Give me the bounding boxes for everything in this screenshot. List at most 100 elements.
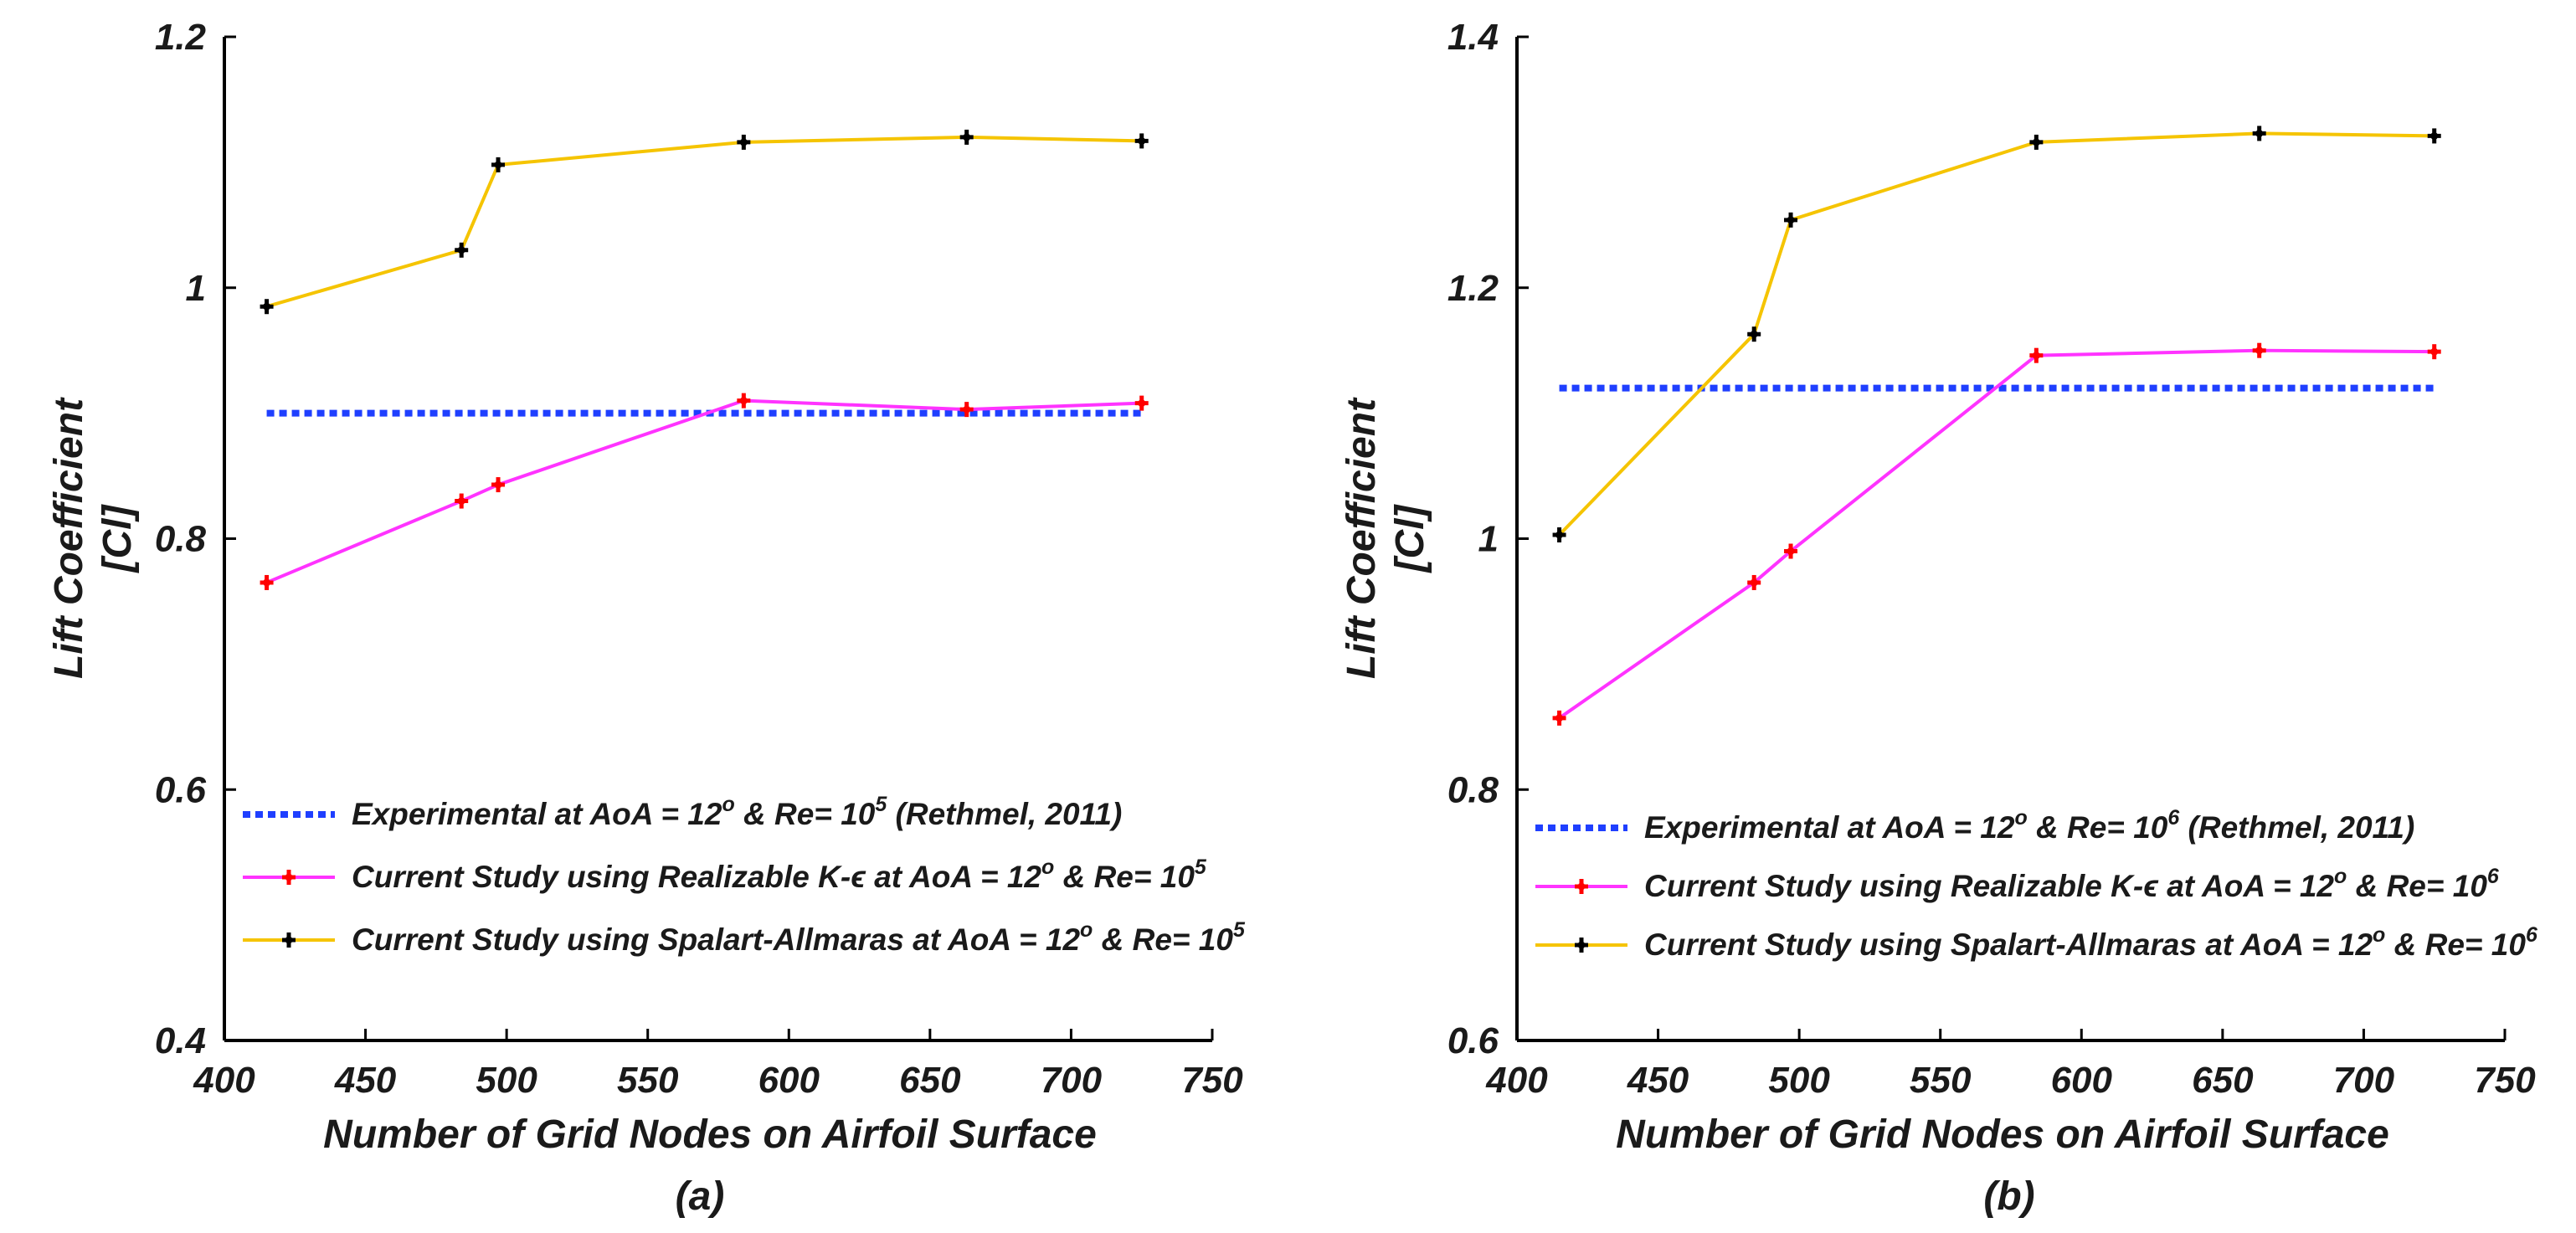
x-tick-label: 500	[476, 1060, 537, 1101]
legend-text-part: Experimental at AoA = 12	[1644, 810, 2015, 845]
data-point	[2252, 342, 2266, 358]
y-tick-label: 0.4	[155, 1020, 206, 1061]
legend-marker	[282, 870, 296, 885]
legend-entry-1: Current Study using Realizable K-ϵ at Ao…	[1535, 865, 2500, 903]
marker-dot	[1555, 714, 1564, 722]
y-tick-label: 0.8	[155, 519, 207, 560]
marker-dot	[1138, 136, 1146, 145]
legend-superscript: o	[2334, 865, 2347, 888]
chart-panel-a: 400 450 500 550 600 650 700 750 0.4 0.6 0.8 1 1.2 Num…	[47, 17, 1246, 1219]
data-point	[2427, 128, 2441, 144]
legend-superscript: 6	[2526, 923, 2538, 947]
data-point	[737, 393, 751, 408]
marker-dot	[2032, 138, 2040, 146]
data-point	[2029, 134, 2044, 150]
data-point	[959, 129, 974, 145]
marker-dot	[1577, 882, 1586, 891]
legend-marker	[1575, 938, 1588, 953]
y-axis-title: Lift Coefficient	[1339, 397, 1384, 679]
chart-panel-b: 400 450 500 550 600 650 700 750 0.6 0.8 1 1.2 1.4 Num…	[1339, 17, 2538, 1219]
legend-superscript: 5	[1195, 855, 1207, 879]
x-tick-label: 650	[899, 1060, 961, 1101]
marker-dot	[963, 405, 971, 414]
legend-superscript: 5	[1233, 918, 1246, 942]
legend-label: Current Study using Realizable K-ϵ at Ao…	[1644, 865, 2500, 903]
data-point	[1747, 574, 1761, 590]
y-tick-label: 1	[1478, 519, 1499, 560]
legend-entry-1: Current Study using Realizable K-ϵ at Ao…	[243, 855, 1207, 894]
legend-entry-2: Current Study using Spalart-Allmaras at …	[243, 918, 1246, 957]
marker-dot	[494, 161, 502, 169]
x-tick-label: 450	[1627, 1060, 1689, 1101]
legend-superscript: o	[2373, 923, 2385, 947]
legend-text-part: & Re= 10	[735, 797, 876, 831]
x-axis-title: Number of Grid Nodes on Airfoil Surface	[323, 1112, 1097, 1157]
x-tick-label: 550	[617, 1060, 679, 1101]
legend-text-part: & Re= 10	[2347, 869, 2487, 903]
marker-dot	[2032, 352, 2040, 360]
legend-text-part: Experimental at AoA = 12	[352, 797, 722, 831]
legend-text-part: Current Study using Realizable K-	[352, 860, 851, 894]
legend-text-part: Current Study using Realizable K-	[1644, 869, 2143, 903]
marker-dot	[285, 936, 293, 944]
legend-marker	[1575, 879, 1588, 894]
legend-text-part: at AoA = 12	[2158, 869, 2334, 903]
data-point	[491, 477, 506, 493]
series-2	[260, 129, 1149, 315]
data-point	[959, 402, 974, 418]
x-tick-label: 700	[1041, 1060, 1103, 1101]
legend-text-part: at AoA = 12	[866, 860, 1041, 894]
y-tick-label: 1.2	[1447, 268, 1499, 309]
marker-dot	[2430, 347, 2439, 356]
legend-superscript: 6	[2167, 806, 2180, 830]
data-point	[1747, 326, 1761, 342]
legend-label: Current Study using Spalart-Allmaras at …	[352, 918, 1246, 957]
legend-text-part: Current Study using Spalart-Allmaras at …	[352, 922, 1080, 957]
marker-dot	[1750, 578, 1758, 587]
legend-text-part: & Re= 10	[2028, 810, 2168, 845]
data-point	[1552, 527, 1566, 543]
data-point	[1784, 543, 1798, 559]
data-point	[1784, 212, 1798, 228]
legend-text-part: (Rethmel, 2011)	[2179, 810, 2414, 845]
marker-dot	[2255, 347, 2264, 355]
legend-entry-2: Current Study using Spalart-Allmaras at …	[1535, 923, 2538, 962]
legend-text-part: & Re= 10	[1093, 922, 1233, 957]
data-point	[260, 299, 274, 315]
legend-superscript: o	[722, 793, 734, 816]
x-axis-title: Number of Grid Nodes on Airfoil Surface	[1616, 1112, 2389, 1157]
marker-dot	[263, 578, 271, 587]
y-tick-label: 0.6	[155, 769, 207, 810]
y-tick-label: 1	[186, 268, 206, 309]
series-2	[1552, 126, 2441, 543]
data-point	[491, 157, 506, 172]
marker-dot	[1555, 531, 1564, 539]
legend-label: Current Study using Spalart-Allmaras at …	[1644, 923, 2538, 962]
data-point	[737, 134, 751, 150]
x-tick-label: 600	[2051, 1060, 2113, 1101]
x-tick-label: 750	[1181, 1060, 1243, 1101]
series-1	[1552, 342, 2441, 726]
marker-dot	[739, 138, 748, 146]
panel-caption: (a)	[676, 1174, 725, 1219]
marker-dot	[457, 246, 465, 254]
data-point	[1552, 710, 1566, 726]
marker-dot	[1750, 330, 1758, 338]
y-tick-label: 0.8	[1447, 769, 1499, 810]
legend-text-part: & Re= 10	[1054, 860, 1195, 894]
y-tick-label: 0.6	[1447, 1020, 1499, 1061]
x-tick-label: 700	[2333, 1060, 2395, 1101]
data-point	[1134, 395, 1149, 411]
legend-superscript: 5	[875, 793, 887, 816]
marker-dot	[457, 497, 465, 506]
legend-superscript: o	[2014, 806, 2027, 830]
x-tick-label: 600	[758, 1060, 820, 1101]
series-line	[1558, 348, 2435, 720]
legend-label: Experimental at AoA = 12o & Re= 106 (Ret…	[1644, 806, 2414, 845]
marker-dot	[2255, 129, 2264, 137]
y-axis-title: Lift Coefficient	[47, 397, 91, 679]
series-line	[1558, 131, 2435, 537]
legend-label: Experimental at AoA = 12o & Re= 105 (Ret…	[352, 793, 1122, 831]
legend-superscript: 6	[2487, 865, 2500, 888]
